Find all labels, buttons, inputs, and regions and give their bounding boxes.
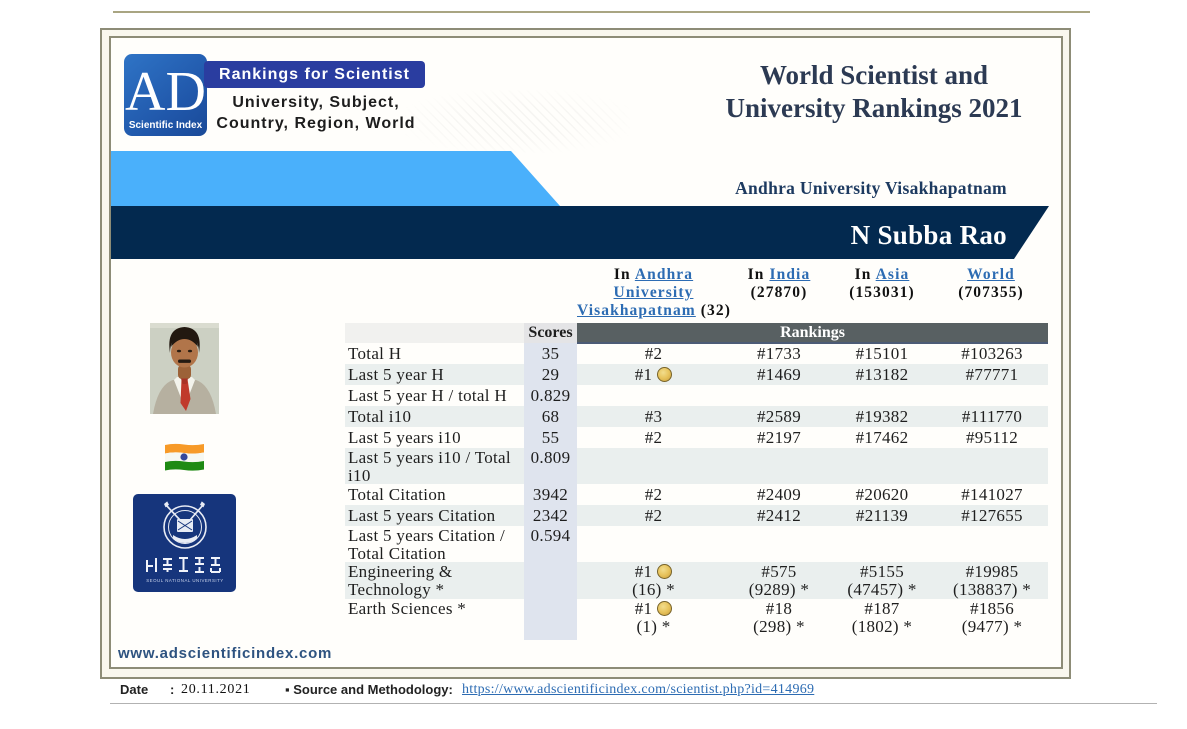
svg-text:SEOUL NATIONAL UNIVERSITY: SEOUL NATIONAL UNIVERSITY	[146, 578, 223, 583]
